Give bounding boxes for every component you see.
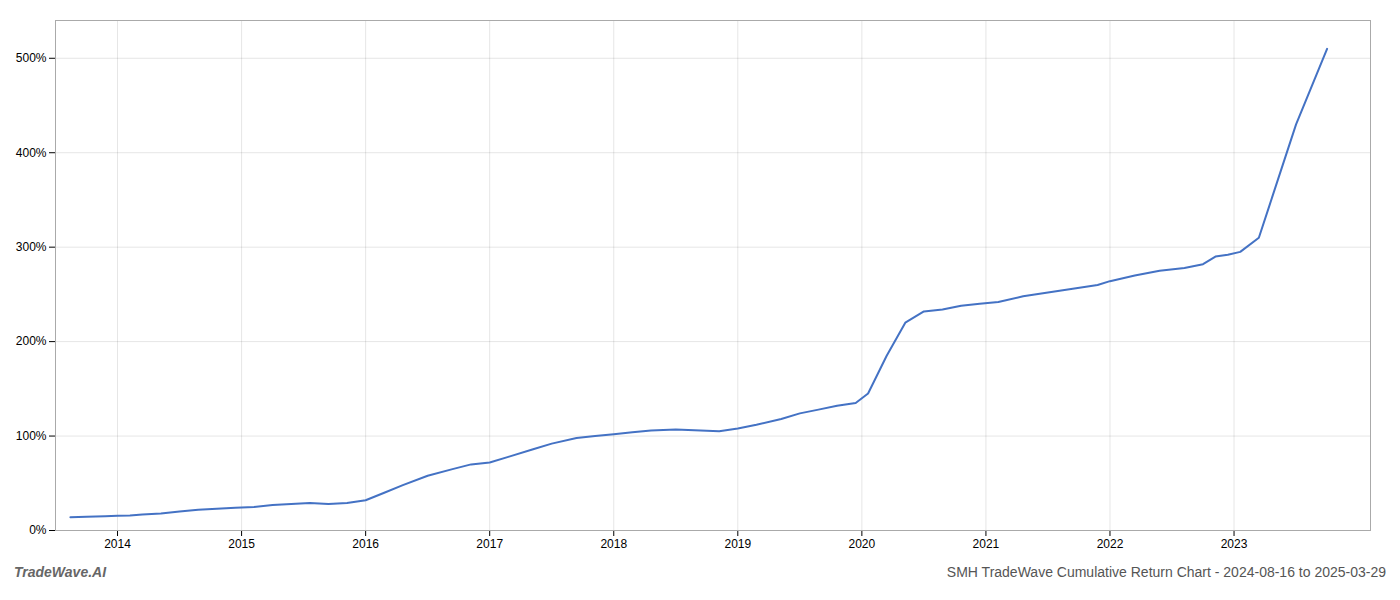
svg-text:2023: 2023 [1221, 537, 1248, 551]
svg-text:300%: 300% [16, 240, 47, 254]
svg-text:2021: 2021 [973, 537, 1000, 551]
svg-text:2020: 2020 [849, 537, 876, 551]
svg-text:0%: 0% [29, 523, 47, 537]
svg-text:2018: 2018 [600, 537, 627, 551]
html-text:TradeWave.AI: TradeWave.AI [14, 564, 107, 580]
svg-text:2014: 2014 [104, 537, 131, 551]
html-text:SMH TradeWave Cumulative Retur: SMH TradeWave Cumulative Return Chart - … [946, 564, 1386, 580]
svg-text:2017: 2017 [476, 537, 503, 551]
svg-text:400%: 400% [16, 146, 47, 160]
svg-text:100%: 100% [16, 429, 47, 443]
svg-text:200%: 200% [16, 334, 47, 348]
svg-text:2016: 2016 [352, 537, 379, 551]
svg-text:500%: 500% [16, 51, 47, 65]
svg-text:2022: 2022 [1097, 537, 1124, 551]
svg-text:2019: 2019 [724, 537, 751, 551]
svg-text:2015: 2015 [228, 537, 255, 551]
